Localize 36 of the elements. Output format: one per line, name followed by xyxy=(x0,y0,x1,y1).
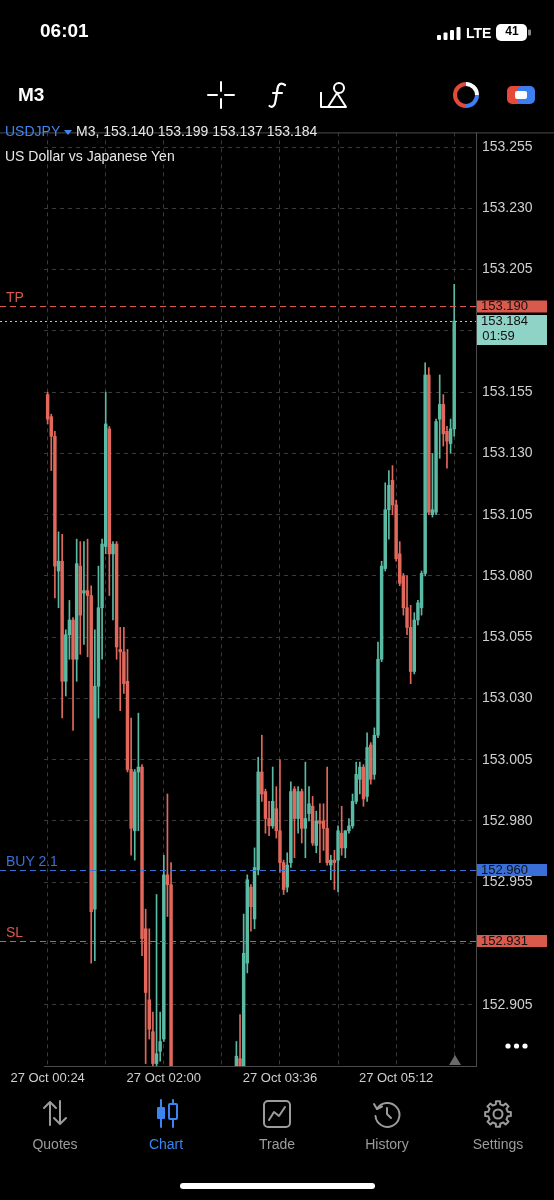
x-tick-label: 27 Oct 00:24 xyxy=(10,1070,85,1086)
chart-title: USDJPY xyxy=(5,123,61,140)
text: 153.190 xyxy=(481,298,528,314)
text: US Dollar vs Japanese Yen xyxy=(5,148,175,165)
y-tick-label: 153.130 xyxy=(482,444,533,461)
y-tick-label: 153.105 xyxy=(482,505,533,522)
ref-line-label: SL xyxy=(6,923,24,940)
text: Quotes xyxy=(32,1136,78,1153)
x-tick-label: 27 Oct 05:12 xyxy=(358,1070,434,1086)
text: 152.931 xyxy=(481,933,528,949)
text: Trade xyxy=(258,1136,296,1153)
y-tick-label: 152.955 xyxy=(482,873,533,890)
x-tick-label: 27 Oct 03:36 xyxy=(242,1070,318,1086)
annotation: M3, 153.140 153.199 153.137 153.184 xyxy=(76,123,318,140)
y-tick-label: 153.005 xyxy=(482,750,533,767)
y-tick-label: 153.055 xyxy=(482,628,533,645)
text: M3 xyxy=(18,84,45,106)
y-tick-label: 152.905 xyxy=(482,995,533,1012)
ref-line-label: BUY 2.1 xyxy=(6,852,59,869)
ref-line-label: TP xyxy=(6,288,24,305)
text: LTE xyxy=(466,25,492,42)
y-tick-label: 153.255 xyxy=(482,137,533,154)
text: History xyxy=(365,1136,409,1153)
y-tick-label: 153.030 xyxy=(482,689,533,706)
text: 41 xyxy=(505,24,519,39)
y-tick-label: 153.230 xyxy=(482,199,533,216)
y-tick-label: 153.080 xyxy=(482,566,533,583)
text: Settings xyxy=(472,1136,524,1153)
y-tick-label: 153.155 xyxy=(482,383,533,399)
x-tick-label: 27 Oct 02:00 xyxy=(126,1070,202,1086)
annotation: 01:59 xyxy=(482,328,515,344)
text: 153.184 xyxy=(481,313,528,329)
y-tick-label: 153.205 xyxy=(482,260,533,277)
text: 06:01 xyxy=(40,20,89,42)
y-tick-label: 152.980 xyxy=(482,811,533,828)
text: Chart xyxy=(148,1136,184,1153)
